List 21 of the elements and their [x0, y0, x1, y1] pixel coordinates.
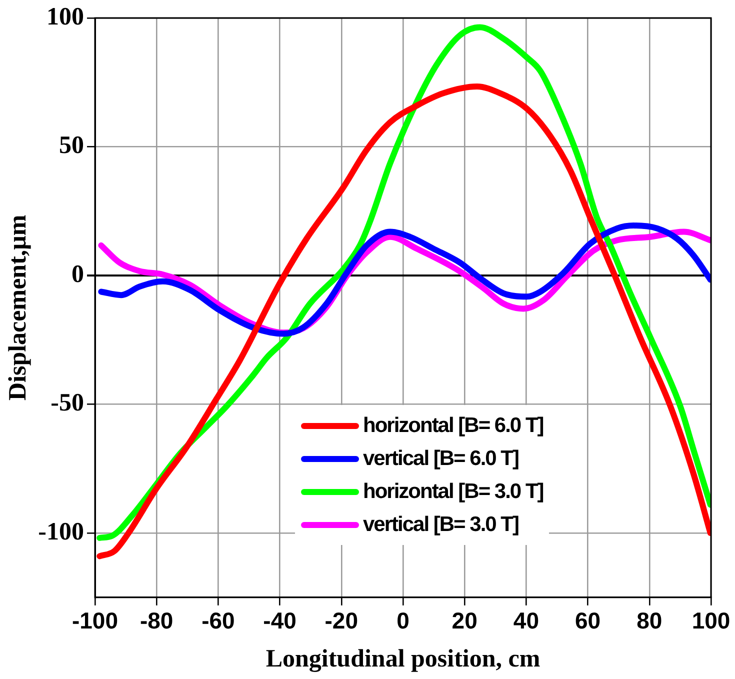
legend-label: vertical [B= 6.0 T]: [363, 446, 518, 470]
y-tick-label: 50: [59, 132, 84, 160]
y-tick-label: 100: [46, 3, 84, 30]
y-tick-label: -50: [50, 390, 84, 417]
x-tick-label: 20: [452, 608, 478, 634]
y-axis-title: Displacement,μm: [4, 214, 32, 401]
x-tick-label: 100: [692, 608, 730, 634]
x-tick-label: 60: [575, 608, 601, 634]
x-tick-label: -60: [202, 608, 235, 634]
x-tick-label: -80: [140, 608, 174, 634]
legend-label: vertical [B= 3.0 T]: [363, 512, 518, 536]
x-tick-label: 40: [513, 608, 539, 634]
x-tick-label: 80: [636, 608, 662, 634]
legend-label: horizontal [B= 3.0 T]: [363, 480, 544, 504]
y-tick-label: 0: [72, 260, 84, 288]
y-tick-label: -100: [38, 518, 84, 546]
x-axis-title: Longitudinal position, cm: [266, 645, 540, 672]
x-tick-label: -40: [263, 608, 296, 634]
legend-label: horizontal [B= 6.0 T]: [363, 414, 544, 438]
x-tick-label: 0: [396, 608, 410, 634]
x-tick-label: -20: [324, 608, 358, 634]
